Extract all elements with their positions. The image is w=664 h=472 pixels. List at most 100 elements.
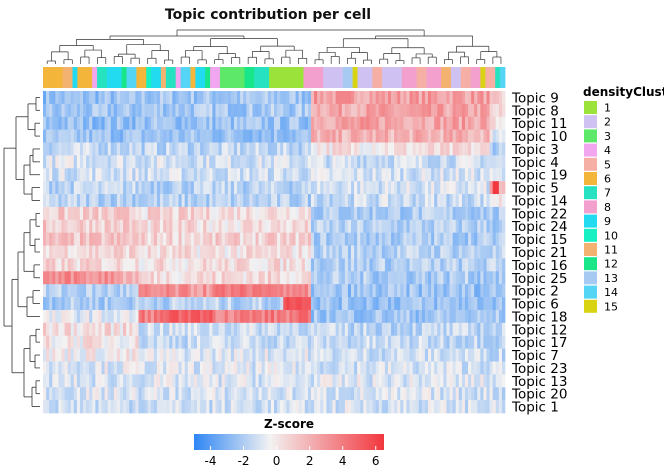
heatmap-cell xyxy=(489,387,494,401)
heatmap-cell xyxy=(172,335,176,349)
heatmap-cell xyxy=(89,116,93,130)
heatmap-cell xyxy=(434,387,438,401)
heatmap-cell xyxy=(209,387,213,401)
heatmap-cell xyxy=(209,206,213,221)
heatmap-cell xyxy=(104,387,109,401)
heatmap-cell xyxy=(203,400,207,414)
heatmap-cell xyxy=(237,219,241,234)
heatmap-cell xyxy=(126,348,130,362)
heatmap-cell xyxy=(397,232,401,246)
heatmap-cell xyxy=(150,361,155,375)
heatmap-cell xyxy=(338,258,343,272)
heatmap-cell xyxy=(129,232,133,246)
heatmap-cell xyxy=(92,309,96,324)
heatmap-cell xyxy=(381,168,386,182)
heatmap-cell xyxy=(61,387,65,401)
row-label: Topic 16 xyxy=(511,258,567,274)
heatmap-cell xyxy=(197,297,201,311)
heatmap-cell xyxy=(104,271,109,285)
heatmap-cell xyxy=(221,348,226,362)
heatmap-cell xyxy=(187,129,192,143)
heatmap-cell xyxy=(258,271,263,285)
heatmap-cell xyxy=(237,129,241,143)
heatmap-cell xyxy=(354,155,358,169)
heatmap-cell xyxy=(132,155,136,169)
heatmap-cell xyxy=(486,194,490,208)
heatmap-cell xyxy=(455,129,460,143)
heatmap-cell xyxy=(181,374,186,388)
heatmap-cell xyxy=(101,284,105,298)
heatmap-cell xyxy=(258,258,263,272)
heatmap-cell xyxy=(221,91,226,105)
heatmap-cell xyxy=(286,168,290,182)
heatmap-cell xyxy=(461,361,466,375)
heatmap-cell xyxy=(193,335,198,349)
heatmap-cell xyxy=(391,309,395,324)
heatmap-cell xyxy=(264,258,269,272)
heatmap-cell xyxy=(394,232,398,246)
heatmap-cell xyxy=(406,142,410,156)
heatmap-cell xyxy=(240,245,244,259)
heatmap-cell xyxy=(86,219,90,234)
heatmap-cell xyxy=(474,258,478,272)
heatmap-cell xyxy=(283,374,287,388)
heatmap-cell xyxy=(446,361,450,375)
heatmap-cell xyxy=(397,297,401,311)
heatmap-cell xyxy=(246,155,250,169)
heatmap-cell xyxy=(126,91,130,105)
heatmap-cell xyxy=(221,322,226,337)
heatmap-cell xyxy=(116,309,121,324)
heatmap-cell xyxy=(468,348,472,362)
heatmap-cell xyxy=(477,400,481,414)
heatmap-cell xyxy=(298,194,303,208)
heatmap-cell xyxy=(412,103,417,118)
heatmap-cell xyxy=(400,194,404,208)
heatmap-cell xyxy=(178,374,182,388)
heatmap-cell xyxy=(372,348,376,362)
heatmap-cell xyxy=(280,387,284,401)
heatmap-cell xyxy=(193,245,198,259)
heatmap-cell xyxy=(190,258,195,272)
heatmap-cell xyxy=(200,103,204,118)
annotation-segment-cluster-14 xyxy=(180,67,191,88)
heatmap-cell xyxy=(298,271,303,285)
heatmap-cell xyxy=(394,400,398,414)
heatmap-cell xyxy=(357,361,361,375)
heatmap-cell xyxy=(116,206,121,221)
heatmap-cell xyxy=(344,181,349,195)
heatmap-cell xyxy=(357,168,361,182)
heatmap-cell xyxy=(335,374,340,388)
heatmap-cell xyxy=(147,91,152,105)
heatmap-cell xyxy=(341,245,346,259)
heatmap-cell xyxy=(360,297,364,311)
heatmap-cell xyxy=(495,219,500,234)
heatmap-cell xyxy=(440,400,444,414)
heatmap-cell xyxy=(394,219,398,234)
heatmap-cell xyxy=(233,258,238,272)
heatmap-cell xyxy=(190,400,195,414)
heatmap-cell xyxy=(298,284,303,298)
heatmap-cell xyxy=(58,206,62,221)
heatmap-cell xyxy=(212,155,216,169)
heatmap-body xyxy=(43,91,506,414)
heatmap-cell xyxy=(301,284,306,298)
heatmap-cell xyxy=(329,258,333,272)
heatmap-cell xyxy=(110,361,115,375)
heatmap-cell xyxy=(289,219,293,234)
heatmap-cell xyxy=(280,232,284,246)
heatmap-cell xyxy=(295,155,299,169)
heatmap-cell xyxy=(409,103,413,118)
heatmap-cell xyxy=(95,258,99,272)
heatmap-cell xyxy=(381,335,386,349)
heatmap-cell xyxy=(135,258,139,272)
heatmap-cell xyxy=(486,116,490,130)
heatmap-cell xyxy=(489,374,494,388)
heatmap-cell xyxy=(261,206,266,221)
heatmap-cell xyxy=(206,232,210,246)
heatmap-cell xyxy=(169,258,173,272)
heatmap-cell xyxy=(283,206,287,221)
heatmap-cell xyxy=(421,245,426,259)
heatmap-cell xyxy=(375,387,380,401)
heatmap-cell xyxy=(366,258,370,272)
heatmap-cell xyxy=(129,297,133,311)
